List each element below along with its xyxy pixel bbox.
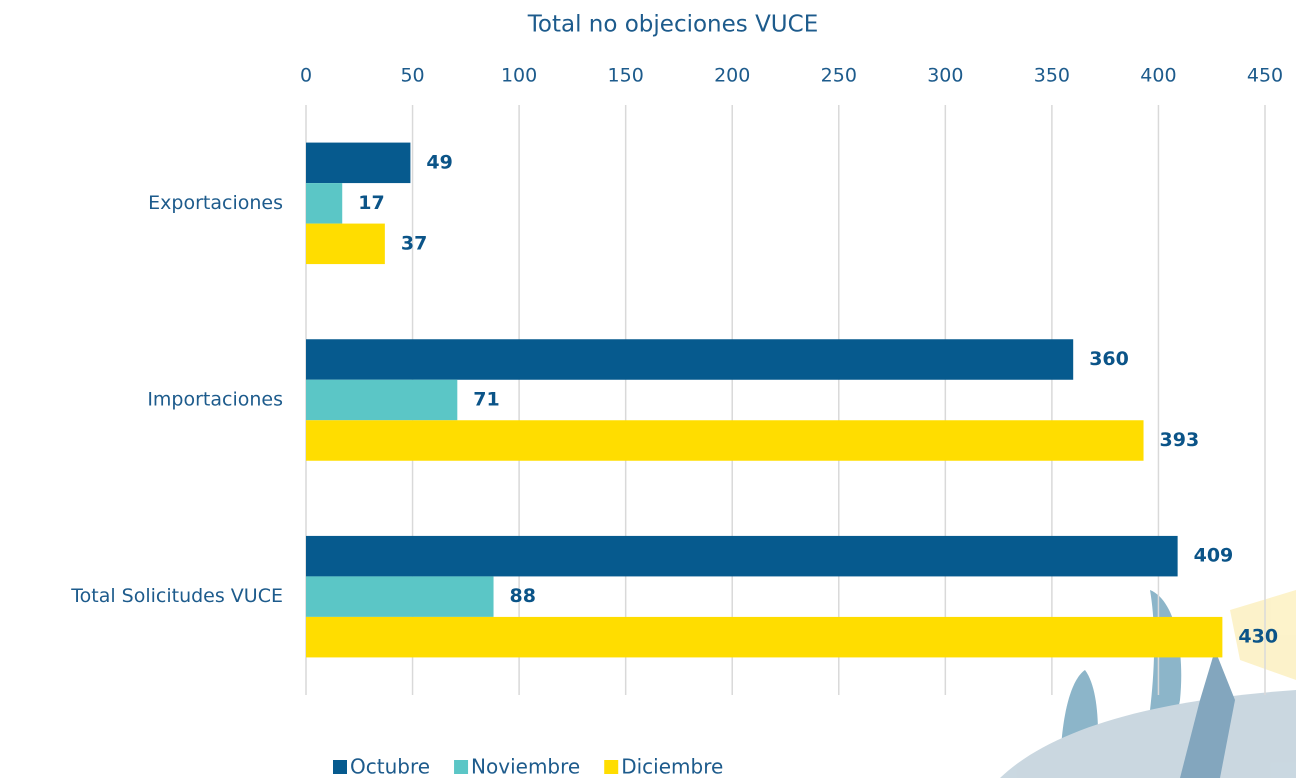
x-tick-label: 50 [400,65,424,87]
legend-label: Diciembre [621,755,723,778]
x-tick-label: 200 [714,65,750,87]
bar [306,142,411,184]
legend-swatch [604,760,619,774]
bar [306,223,385,265]
bar [306,379,458,421]
data-label: 430 [1238,626,1278,648]
bar [306,616,1223,658]
category-label: Total Solicitudes VUCE [70,585,283,607]
legend-swatch [454,760,469,774]
data-label: 71 [473,389,499,411]
x-tick-label: 250 [821,65,857,87]
bar [306,535,1178,577]
x-tick-label: 0 [300,65,312,87]
x-tick-label: 400 [1140,65,1176,87]
data-label: 88 [510,585,536,607]
x-tick-label: 450 [1247,65,1283,87]
legend-label: Octubre [350,755,430,778]
bar [306,576,494,617]
category-label: Exportaciones [148,192,283,214]
legend-swatch [333,760,347,774]
data-label: 37 [401,232,427,254]
data-label: 17 [358,192,384,214]
bar [306,339,1074,380]
chart-title: Total no objeciones VUCE [527,12,819,38]
data-label: 360 [1089,348,1129,370]
x-tick-label: 150 [608,65,644,87]
data-label: 409 [1194,545,1234,567]
x-tick-label: 300 [927,65,963,87]
data-label: 393 [1160,429,1200,451]
x-tick-label: 100 [501,65,537,87]
category-label: Importaciones [147,389,283,411]
legend-label: Noviembre [471,755,580,778]
data-label: 49 [426,151,452,173]
bar [306,183,343,224]
x-tick-label: 350 [1034,65,1070,87]
bar [306,420,1144,461]
